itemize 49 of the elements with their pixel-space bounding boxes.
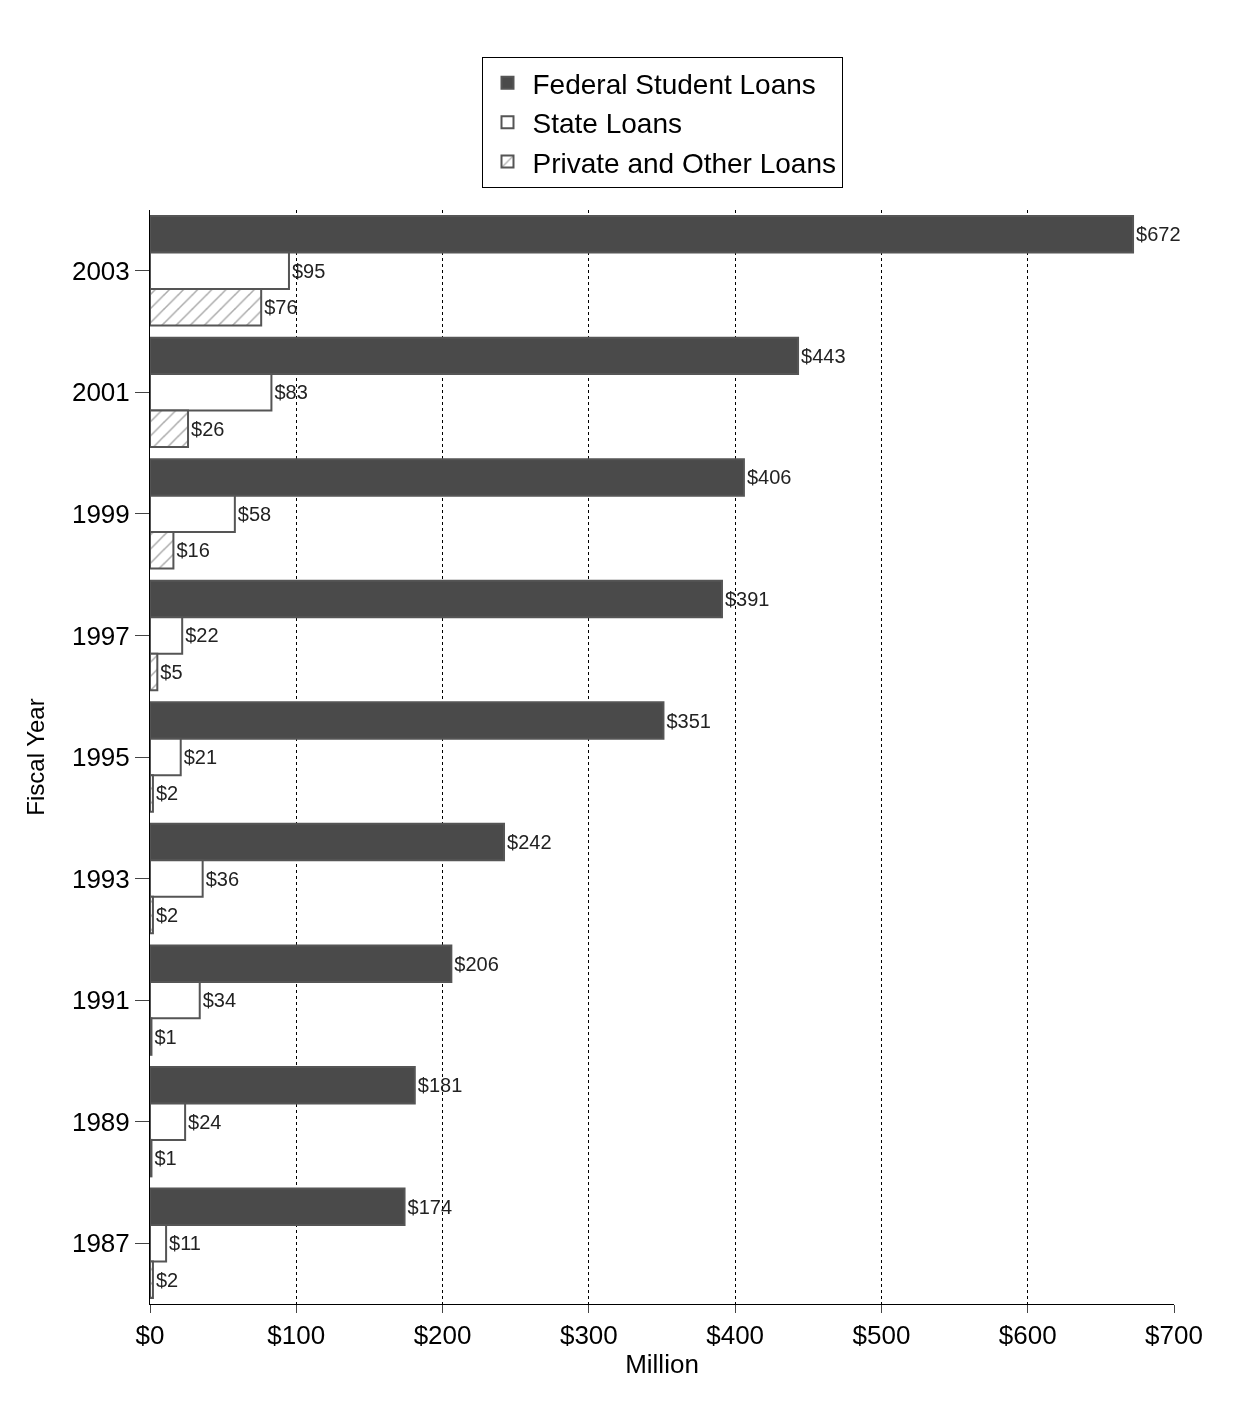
data-label: $2 (155, 1268, 179, 1291)
x-tick-label: $400 (706, 1320, 765, 1351)
y-axis-title: Fiscal Year (22, 698, 50, 816)
x-axis-title: Million (625, 1348, 699, 1379)
data-label: $1 (154, 1025, 177, 1048)
x-tick-label: $200 (413, 1320, 472, 1351)
data-label: $34 (202, 989, 237, 1012)
x-tick-label: $0 (135, 1320, 165, 1351)
data-label: $672 (1136, 223, 1181, 246)
data-label: $1 (154, 1147, 177, 1170)
y-tick-label: 1987 (71, 1228, 130, 1259)
data-label: $174 (407, 1195, 453, 1218)
text: Private and Other Loans (532, 147, 837, 179)
data-label: $22 (185, 624, 219, 647)
data-label: $406 (746, 466, 792, 489)
data-label: $391 (724, 587, 770, 610)
legend-label: State Loans (532, 108, 682, 140)
data-label: $181 (417, 1074, 463, 1097)
data-label: $2 (155, 782, 179, 805)
x-tick-label: $300 (559, 1320, 618, 1351)
data-label: $242 (507, 831, 552, 854)
x-tick-label: $500 (852, 1320, 911, 1351)
x-tick-label: $600 (998, 1320, 1057, 1351)
data-label: $443 (801, 344, 846, 367)
legend-label: Federal Student Loans (532, 68, 816, 100)
y-tick-label: 1999 (71, 498, 130, 529)
data-label: $58 (237, 502, 272, 525)
data-label: $2 (155, 904, 179, 927)
y-tick-label: 2001 (71, 377, 130, 408)
y-tick-label: 1989 (71, 1106, 130, 1137)
data-label: $351 (666, 709, 711, 732)
x-tick-label: $100 (267, 1320, 326, 1351)
data-label: $5 (160, 660, 183, 683)
y-tick-label: 1995 (71, 742, 130, 773)
data-label: $206 (454, 952, 499, 975)
data-label: $26 (191, 417, 225, 440)
data-label: $76 (264, 296, 298, 319)
y-tick-label: 1997 (71, 620, 130, 651)
data-label: $16 (176, 539, 210, 562)
y-tick-label: 2003 (71, 255, 130, 286)
data-label: $11 (169, 1232, 201, 1255)
data-label: $24 (188, 1110, 222, 1133)
data-label: $95 (291, 259, 326, 282)
y-tick-label: 1991 (71, 985, 130, 1016)
data-label: $36 (205, 867, 240, 890)
x-tick-label: $700 (1145, 1320, 1203, 1351)
y-tick-label: 1993 (71, 863, 130, 894)
data-label: $83 (274, 381, 308, 404)
data-label: $21 (183, 746, 218, 768)
